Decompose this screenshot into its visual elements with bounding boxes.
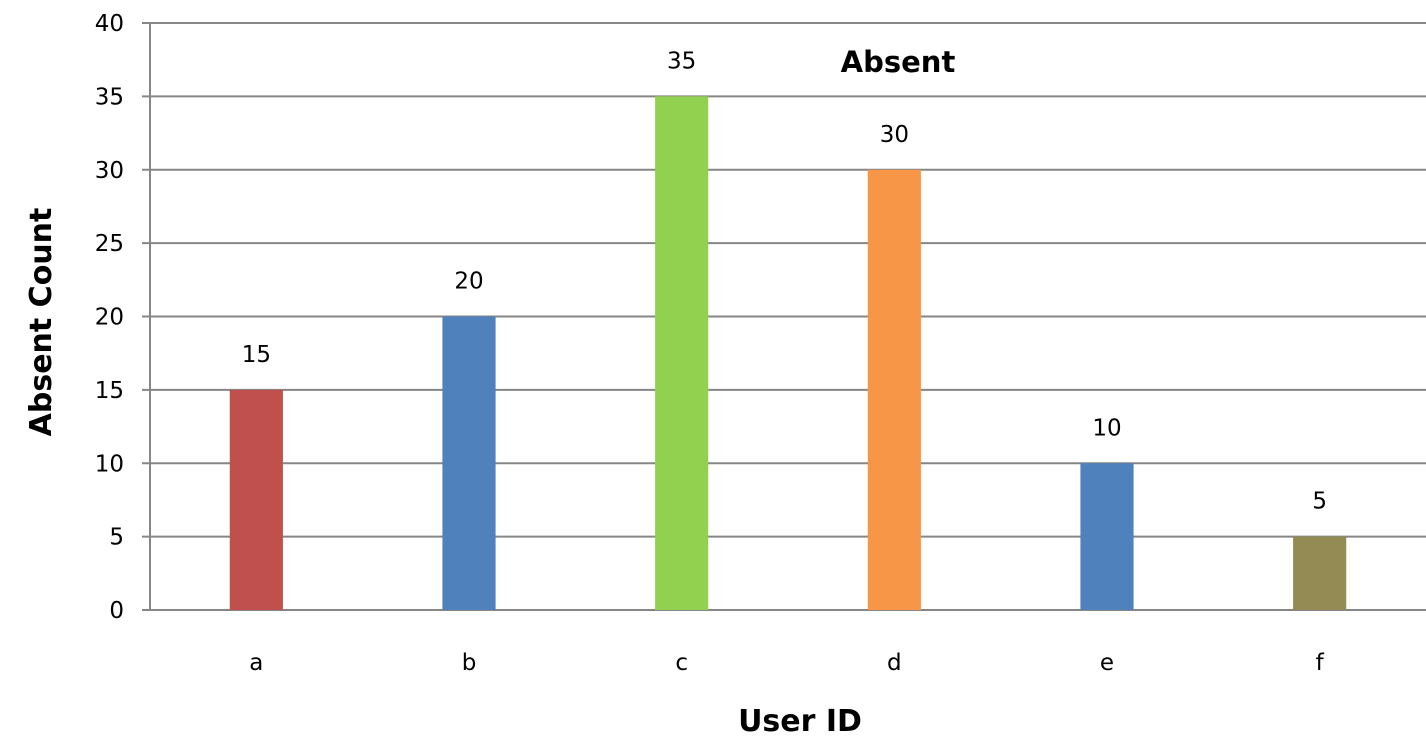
gridlines bbox=[150, 22, 1426, 611]
data-label-d: 30 bbox=[880, 122, 909, 148]
x-axis-title: User ID bbox=[738, 704, 862, 736]
bar-e bbox=[1080, 463, 1134, 610]
x-tick-label-e: e bbox=[1100, 650, 1114, 676]
bar-b bbox=[442, 316, 496, 610]
x-tick-label-f: f bbox=[1316, 650, 1325, 676]
y-tick-label: 10 bbox=[95, 451, 124, 477]
y-tick-label: 0 bbox=[109, 598, 124, 624]
y-tick-label: 35 bbox=[95, 84, 124, 110]
y-tick-label: 40 bbox=[95, 11, 124, 37]
labels: 0 5 10 15 20 25 30 35 40 15 a 20 b 35 c 30 d 10 e 5 f bbox=[95, 11, 1327, 676]
x-tick-label-c: c bbox=[675, 650, 688, 676]
x-tick-label-a: a bbox=[249, 650, 263, 676]
chart-title: Absent bbox=[841, 45, 956, 79]
bar-c bbox=[655, 96, 709, 610]
axes bbox=[142, 22, 151, 611]
y-tick-label: 30 bbox=[95, 158, 124, 184]
bars bbox=[229, 96, 1347, 610]
x-tick-label-d: d bbox=[887, 650, 902, 676]
x-tick-label-b: b bbox=[462, 650, 477, 676]
y-tick-label: 5 bbox=[109, 525, 124, 551]
bar-d bbox=[867, 169, 921, 610]
data-label-c: 35 bbox=[667, 48, 696, 74]
y-tick-label: 25 bbox=[95, 231, 124, 257]
y-tick-label: 20 bbox=[95, 305, 124, 331]
data-label-e: 10 bbox=[1092, 415, 1121, 441]
bar-f bbox=[1293, 536, 1347, 610]
bar-a bbox=[229, 389, 283, 610]
data-label-b: 20 bbox=[454, 269, 483, 295]
data-label-f: 5 bbox=[1312, 489, 1327, 515]
y-tick-label: 15 bbox=[95, 378, 124, 404]
y-axis-title: Absent Count bbox=[24, 208, 59, 437]
data-label-a: 15 bbox=[242, 342, 271, 368]
